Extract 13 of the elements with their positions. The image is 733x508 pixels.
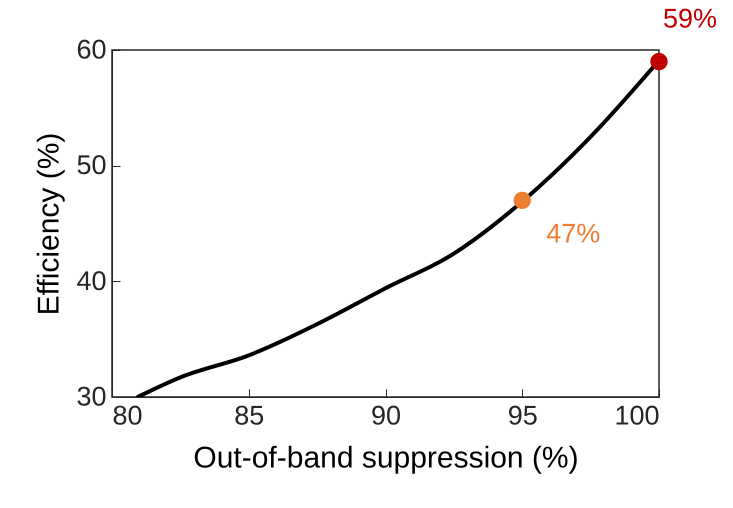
x-tick-label: 85 — [234, 400, 264, 430]
x-tick-label: 80 — [112, 400, 143, 430]
annotation: 59% — [663, 4, 718, 34]
x-tick-label: 95 — [508, 400, 538, 430]
x-axis-title: Out-of-band suppression (%) — [193, 442, 579, 474]
y-axis-title: Efficiency (%) — [32, 132, 66, 316]
y-tick-label: 30 — [76, 382, 106, 412]
y-tick-label: 40 — [76, 266, 106, 296]
annotation: 47% — [546, 218, 600, 248]
x-tick-label: 90 — [370, 400, 402, 430]
x-tick-label: 100 — [614, 400, 660, 430]
y-tick-label: 50 — [76, 150, 106, 180]
y-tick-label: 60 — [76, 34, 106, 64]
